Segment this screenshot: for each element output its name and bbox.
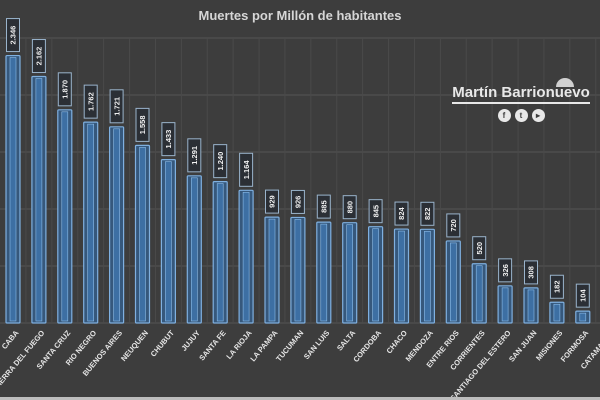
bar-inner [449, 242, 457, 322]
value-label: 1.433 [164, 130, 173, 149]
x-tick-label: SAN LUIS [302, 329, 331, 362]
x-tick-label: JUJUY [179, 329, 201, 353]
bar-inner [398, 230, 405, 322]
bar-inner [294, 219, 302, 322]
x-tick-label: CHUBUT [149, 328, 177, 358]
x-tick-label: CABA [0, 328, 21, 351]
x-tick-label: NEUQUEN [119, 329, 150, 364]
bar-inner [191, 177, 198, 322]
value-label-box [368, 199, 383, 224]
bar-inner [87, 123, 94, 322]
value-label-box [239, 152, 254, 187]
bar-inner [553, 303, 561, 322]
value-label: 926 [294, 196, 303, 209]
value-label: 1.240 [216, 152, 225, 171]
twitter-icon[interactable]: t [514, 109, 528, 122]
value-label: 1.558 [138, 115, 147, 134]
bar-inner [216, 183, 224, 322]
facebook-icon[interactable]: f [497, 109, 511, 122]
bar-inner [372, 228, 379, 322]
x-tick-label: SANTA FE [197, 329, 227, 363]
value-label-box [316, 194, 331, 219]
brand-watermark: Martín Barrionuevo f t ▸ [446, 78, 596, 122]
bar-inner [346, 224, 354, 322]
bar-inner [501, 287, 509, 322]
value-label-box [524, 260, 538, 285]
value-label-box [446, 213, 461, 238]
brand-name: Martín Barrionuevo [452, 84, 590, 104]
x-tick-label: SALTA [335, 328, 358, 353]
brand-dome-icon [556, 78, 574, 87]
value-label: 2.346 [9, 26, 18, 45]
value-label-box [57, 72, 72, 107]
value-label: 104 [579, 289, 588, 302]
value-label-box [420, 201, 435, 226]
bar-inner [9, 57, 17, 322]
value-label: 1.870 [61, 80, 70, 99]
value-label: 880 [345, 201, 354, 214]
x-tick-label: CHACO [384, 328, 409, 355]
value-label-box [342, 195, 357, 220]
bar-inner [113, 128, 120, 322]
value-label: 822 [423, 208, 432, 221]
bar-inner [475, 265, 483, 322]
value-label-box [472, 236, 487, 261]
bar-inner [242, 192, 250, 322]
value-label: 929 [268, 195, 277, 208]
bar-inner [35, 78, 43, 322]
social-icons: f t ▸ [446, 109, 596, 122]
bar-inner [579, 312, 587, 322]
value-label: 1.721 [112, 97, 121, 116]
value-label-box [109, 89, 124, 124]
value-label: 2.162 [35, 47, 44, 66]
value-label-box [575, 283, 590, 308]
youtube-icon[interactable]: ▸ [531, 109, 545, 122]
value-label: 1.762 [86, 92, 95, 111]
value-label-box [290, 189, 305, 214]
bar-inner [61, 111, 69, 322]
bar-inner [527, 289, 535, 322]
value-label-box [187, 138, 202, 173]
value-label: 845 [371, 205, 380, 218]
value-label: 720 [449, 219, 458, 232]
value-label-box [213, 144, 228, 179]
value-label-box [265, 189, 279, 214]
value-label: 1.164 [242, 160, 251, 180]
value-label-box [6, 18, 20, 53]
value-label-box [31, 39, 46, 74]
value-label-box [549, 274, 564, 299]
value-label: 1.291 [190, 146, 199, 165]
value-label-box [83, 84, 98, 119]
value-label-box [135, 107, 150, 142]
value-label: 326 [501, 264, 510, 277]
bar-inner [165, 161, 172, 322]
bar-inner [320, 223, 328, 322]
value-label-box [394, 201, 409, 226]
value-label: 182 [553, 280, 562, 293]
value-label: 308 [527, 266, 536, 279]
value-label: 520 [475, 242, 484, 255]
value-label: 885 [320, 200, 329, 213]
value-label-box [161, 122, 176, 157]
value-label-box [498, 258, 513, 283]
value-label: 824 [397, 206, 406, 219]
chart-title: Muertes por Millón de habitantes [198, 8, 402, 23]
bar-inner [424, 230, 431, 322]
bar-inner [139, 147, 146, 322]
bar-inner [268, 218, 276, 322]
